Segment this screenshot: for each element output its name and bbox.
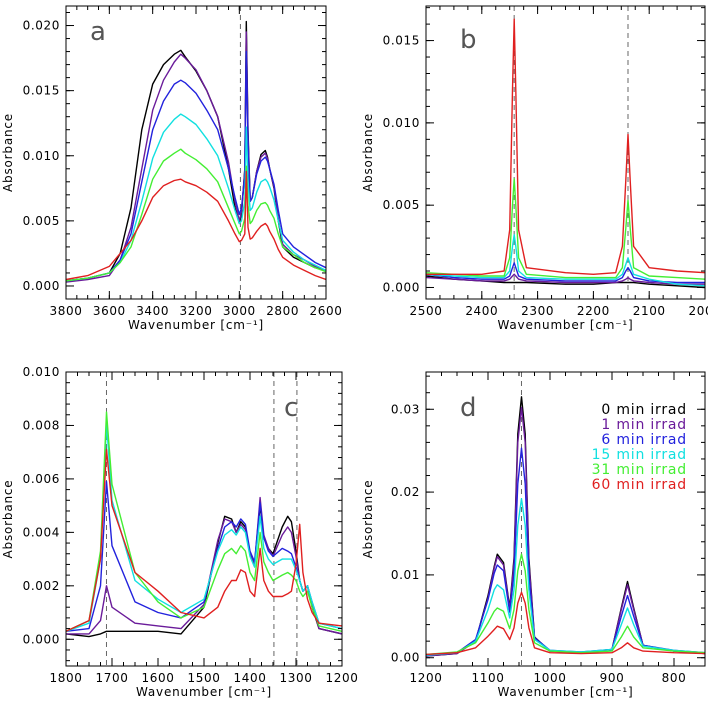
series-line-3 bbox=[426, 498, 705, 656]
y-tick-label: 0.000 bbox=[23, 632, 60, 646]
x-tick-label: 1500 bbox=[188, 671, 221, 685]
x-tick-label: 2200 bbox=[577, 304, 610, 318]
series-line-5 bbox=[66, 170, 326, 281]
y-tick-label: 0.015 bbox=[23, 84, 60, 98]
y-tick-label: 0.004 bbox=[23, 525, 60, 539]
x-tick-label: 1700 bbox=[96, 671, 129, 685]
y-tick-label: 0.020 bbox=[23, 19, 60, 33]
panel-letter: a bbox=[90, 17, 106, 47]
y-tick-label: 0.005 bbox=[383, 198, 420, 212]
legend-entry: 6 min irrad bbox=[601, 432, 687, 448]
x-tick-label: 1200 bbox=[326, 671, 359, 685]
x-tick-label: 3200 bbox=[180, 304, 213, 318]
panel-letter: d bbox=[460, 393, 477, 423]
y-tick-label: 0.015 bbox=[383, 34, 420, 48]
x-tick-label: 3800 bbox=[50, 304, 83, 318]
x-tick-label: 1100 bbox=[472, 671, 505, 685]
series-line-4 bbox=[426, 553, 705, 656]
y-axis-label: Absorbance bbox=[361, 113, 375, 192]
y-tick-label: 0.002 bbox=[23, 579, 60, 593]
legend-entry: 0 min irrad bbox=[601, 402, 687, 418]
y-tick-label: 0.005 bbox=[23, 214, 60, 228]
y-tick-label: 0.02 bbox=[391, 485, 420, 499]
x-tick-label: 1800 bbox=[50, 671, 83, 685]
series-line-1 bbox=[66, 31, 326, 283]
series-line-1 bbox=[426, 406, 705, 657]
x-tick-label: 2100 bbox=[633, 304, 666, 318]
x-tick-label: 2600 bbox=[310, 304, 343, 318]
x-tick-label: 2300 bbox=[521, 304, 554, 318]
legend-entry: 15 min irrad bbox=[592, 447, 687, 463]
series-line-4 bbox=[426, 178, 705, 280]
legend-entry: 1 min irrad bbox=[601, 417, 687, 433]
panel-d: 1200 1100 1000 900 800 0.00 0.01 0.02 0.03 Wavenu… bbox=[361, 371, 706, 699]
series-line-0 bbox=[426, 275, 705, 289]
series-line-1 bbox=[66, 496, 342, 635]
x-tick-label: 2800 bbox=[266, 304, 299, 318]
y-tick-label: 0.01 bbox=[391, 568, 420, 582]
y-tick-label: 0.010 bbox=[383, 116, 420, 130]
y-tick-label: 0.03 bbox=[391, 402, 420, 416]
y-tick-label: 0.010 bbox=[23, 149, 60, 163]
series-line-4 bbox=[66, 148, 326, 282]
series-line-2 bbox=[426, 447, 705, 656]
x-axis-label: Wavenumber [cm⁻¹] bbox=[498, 685, 634, 699]
panel-a: 3800 3600 3400 3200 3000 2800 2600 0.000 0.005 0.… bbox=[1, 5, 343, 332]
x-tick-label: 1600 bbox=[142, 671, 175, 685]
series-line-5 bbox=[66, 448, 342, 632]
x-tick-label: 3600 bbox=[93, 304, 126, 318]
panel-letter: c bbox=[284, 393, 298, 423]
y-tick-label: 0.010 bbox=[23, 365, 60, 379]
y-tick-label: 0.000 bbox=[23, 279, 60, 293]
x-tick-label: 1000 bbox=[534, 671, 567, 685]
x-axis-label: Wavenumber [cm⁻¹] bbox=[498, 318, 634, 332]
y-tick-label: 0.000 bbox=[383, 280, 420, 294]
series-line-0 bbox=[66, 504, 342, 638]
y-axis-label: Absorbance bbox=[1, 480, 15, 559]
series-line-3 bbox=[66, 422, 342, 632]
series-line-5 bbox=[426, 591, 705, 656]
series-line-3 bbox=[66, 113, 326, 282]
y-tick-label: 0.006 bbox=[23, 472, 60, 486]
y-axis-label: Absorbance bbox=[1, 113, 15, 192]
x-tick-label: 1400 bbox=[234, 671, 267, 685]
x-axis-label: Wavenumber [cm⁻¹] bbox=[136, 685, 272, 699]
x-tick-label: 1200 bbox=[410, 671, 443, 685]
y-tick-label: 0.008 bbox=[23, 418, 60, 432]
y-tick-label: 0.00 bbox=[391, 651, 420, 665]
series-line-2 bbox=[66, 480, 342, 632]
series-line-2 bbox=[426, 262, 705, 284]
x-tick-label: 2500 bbox=[410, 304, 443, 318]
panel-letter: b bbox=[460, 25, 477, 55]
x-tick-label: 900 bbox=[600, 671, 625, 685]
series-line-2 bbox=[66, 50, 326, 282]
series-line-0 bbox=[66, 20, 326, 282]
y-axis-label: Absorbance bbox=[361, 480, 375, 559]
series-line-5 bbox=[426, 18, 705, 275]
x-tick-label: 1300 bbox=[280, 671, 313, 685]
series-line-3 bbox=[426, 234, 705, 287]
legend-entry: 31 min irrad bbox=[592, 462, 687, 478]
legend-entry: 60 min irrad bbox=[592, 477, 687, 493]
panel-c: 1800 1700 1600 1500 1400 1300 1200 0.000 0.002 0.… bbox=[1, 365, 358, 699]
series-line-1 bbox=[426, 273, 705, 285]
plot-frame bbox=[65, 5, 327, 300]
x-tick-label: 2400 bbox=[465, 304, 498, 318]
x-axis-label: Wavenumber [cm⁻¹] bbox=[128, 318, 264, 332]
x-tick-label: 3000 bbox=[223, 304, 256, 318]
x-tick-label: 3400 bbox=[136, 304, 169, 318]
x-tick-label: 800 bbox=[662, 671, 687, 685]
